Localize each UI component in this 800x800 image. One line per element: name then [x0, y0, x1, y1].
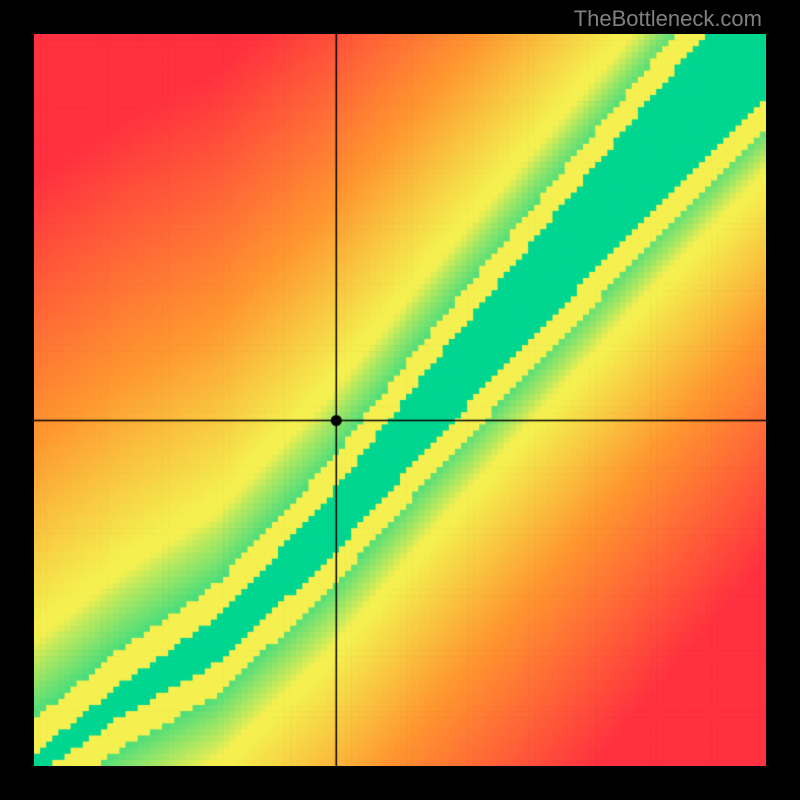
chart-container: TheBottleneck.com — [0, 0, 800, 800]
watermark-text: TheBottleneck.com — [574, 6, 762, 32]
plot-area — [34, 34, 766, 766]
heatmap-canvas — [34, 34, 766, 766]
